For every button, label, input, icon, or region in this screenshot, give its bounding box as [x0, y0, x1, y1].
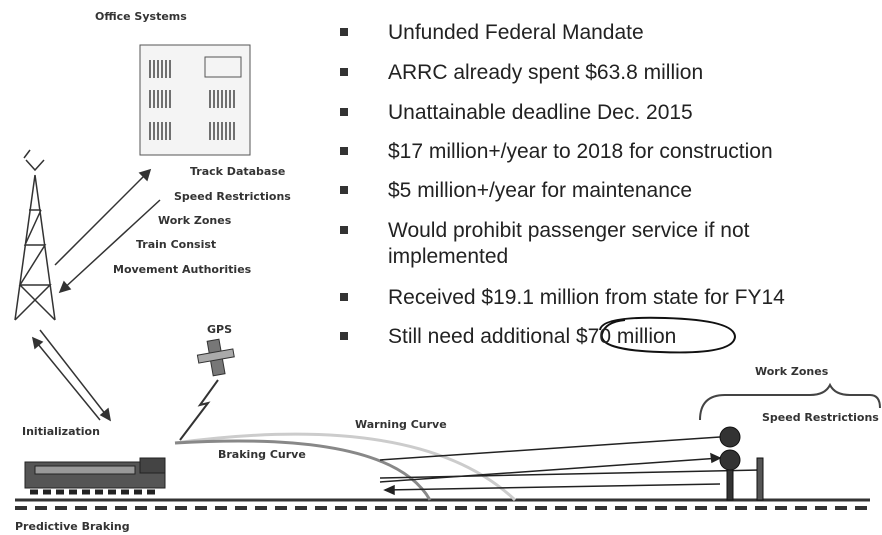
bullet-item: $17 million+/year to 2018 for constructi…: [340, 139, 820, 165]
bullet-marker: [340, 186, 348, 194]
locomotive: [25, 458, 165, 492]
bullet-marker: [340, 108, 348, 116]
bullet-text: Would prohibit passenger service if not …: [388, 218, 820, 270]
bullet-item: Unattainable deadline Dec. 2015: [340, 100, 820, 126]
message-label: Work Zones: [158, 214, 232, 227]
bullet-item: $5 million+/year for maintenance: [340, 178, 820, 204]
work-zones-label: Work Zones: [755, 365, 829, 378]
bullet-item: ARRC already spent $63.8 million: [340, 60, 820, 86]
bullet-item: Still need additional $70 million: [340, 324, 820, 350]
slide: Office Systems Track Database Speed Rest…: [0, 0, 882, 535]
message-label: Speed Restrictions: [174, 190, 291, 203]
warning-curve-label: Warning Curve: [355, 418, 447, 431]
message-label: Track Database: [190, 165, 285, 178]
bullet-text: Unfunded Federal Mandate: [388, 20, 820, 46]
predictive-braking-label: Predictive Braking: [15, 520, 130, 533]
bullet-text: $17 million+/year to 2018 for constructi…: [388, 139, 820, 165]
speed-restrictions-label: Speed Restrictions: [762, 411, 879, 424]
bullet-text: Unattainable deadline Dec. 2015: [388, 100, 820, 126]
signal: [720, 427, 763, 500]
office-label: Office Systems: [95, 10, 187, 23]
bullet-marker: [340, 293, 348, 301]
track: [15, 500, 870, 508]
radio-tower: [15, 150, 55, 320]
bullet-item: Received $19.1 million from state for FY…: [340, 285, 820, 311]
message-label: Movement Authorities: [113, 263, 252, 276]
gps-satellite: [180, 339, 234, 440]
bullet-marker: [340, 226, 348, 234]
bullet-item: Would prohibit passenger service if not …: [340, 218, 820, 270]
bullet-text: ARRC already spent $63.8 million: [388, 60, 820, 86]
bullet-marker: [340, 68, 348, 76]
bullet-text: $5 million+/year for maintenance: [388, 178, 820, 204]
bullet-marker: [340, 28, 348, 36]
signal-arrows: [380, 437, 760, 494]
bullet-marker: [340, 332, 348, 340]
bullet-text: Still need additional $70 million: [388, 324, 820, 350]
bullet-item: Unfunded Federal Mandate: [340, 20, 820, 46]
initialization-label: Initialization: [22, 425, 100, 438]
braking-curve-label: Braking Curve: [218, 448, 306, 461]
bullet-marker: [340, 147, 348, 155]
bullet-text: Received $19.1 million from state for FY…: [388, 285, 820, 311]
office-cabinet: [140, 45, 250, 155]
warning-curve: [175, 434, 515, 500]
gps-label: GPS: [207, 323, 232, 336]
message-label: Train Consist: [136, 238, 216, 251]
